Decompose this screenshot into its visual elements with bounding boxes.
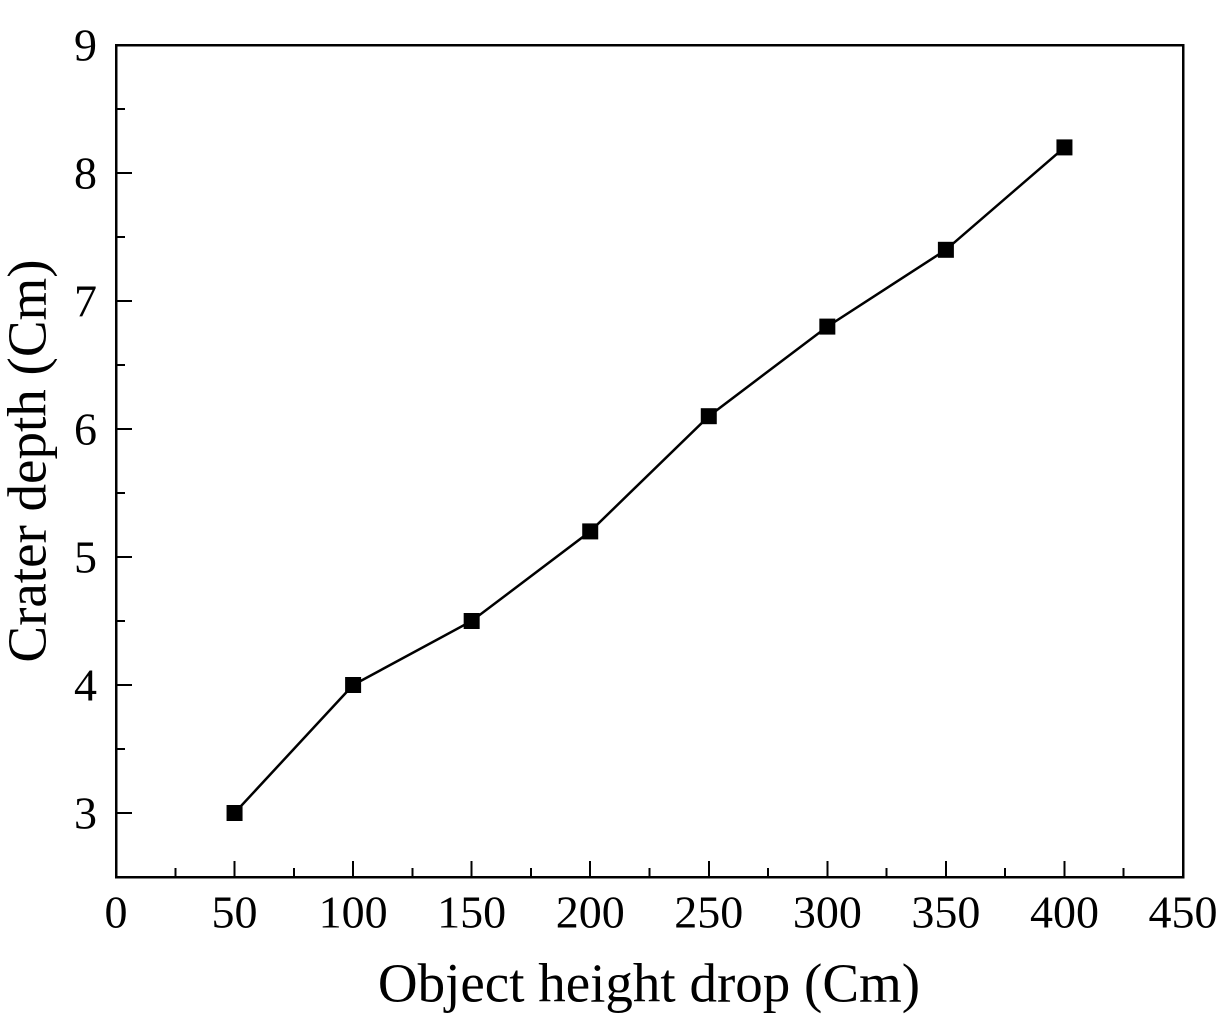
plot-frame [114, 43, 1185, 879]
y-tick-label: 5 [74, 532, 97, 583]
x-tick-label: 50 [212, 887, 258, 938]
data-point-marker [226, 805, 243, 821]
x-tick-label: 400 [1030, 887, 1099, 938]
y-tick-label: 9 [74, 20, 97, 71]
plot-border [114, 43, 1185, 879]
data-point-marker [1056, 139, 1073, 156]
x-tick-label: 350 [911, 887, 980, 938]
y-tick-label: 3 [74, 788, 97, 839]
data-point-marker [345, 677, 362, 693]
data-point-marker [700, 408, 717, 425]
data-point-marker [819, 318, 836, 335]
y-tick-label: 8 [74, 148, 97, 199]
axis-ticks [115, 44, 1184, 877]
y-tick-label: 6 [74, 404, 97, 455]
data-point-marker [937, 241, 954, 258]
x-tick-label: 150 [437, 887, 506, 938]
data-point-marker [582, 523, 599, 540]
axis-tick-labels: 0 50 100 150 200 250 300 350 400 450 3 4 5 6 7 8 9 [74, 20, 1218, 938]
x-tick-label: 200 [556, 887, 625, 938]
data-series [226, 139, 1073, 821]
x-tick-label: 250 [674, 887, 743, 938]
x-tick-label: 100 [319, 887, 388, 938]
y-tick-label: 4 [74, 660, 97, 711]
x-tick-label: 450 [1149, 887, 1218, 938]
y-axis-title: Crater depth (Cm) [0, 259, 58, 662]
data-point-marker [463, 613, 480, 629]
x-tick-label: 0 [105, 887, 128, 938]
y-tick-label: 7 [74, 276, 97, 327]
x-tick-label: 300 [793, 887, 862, 938]
series-line [233, 146, 1066, 814]
x-axis-title: Object height drop (Cm) [378, 953, 920, 1014]
